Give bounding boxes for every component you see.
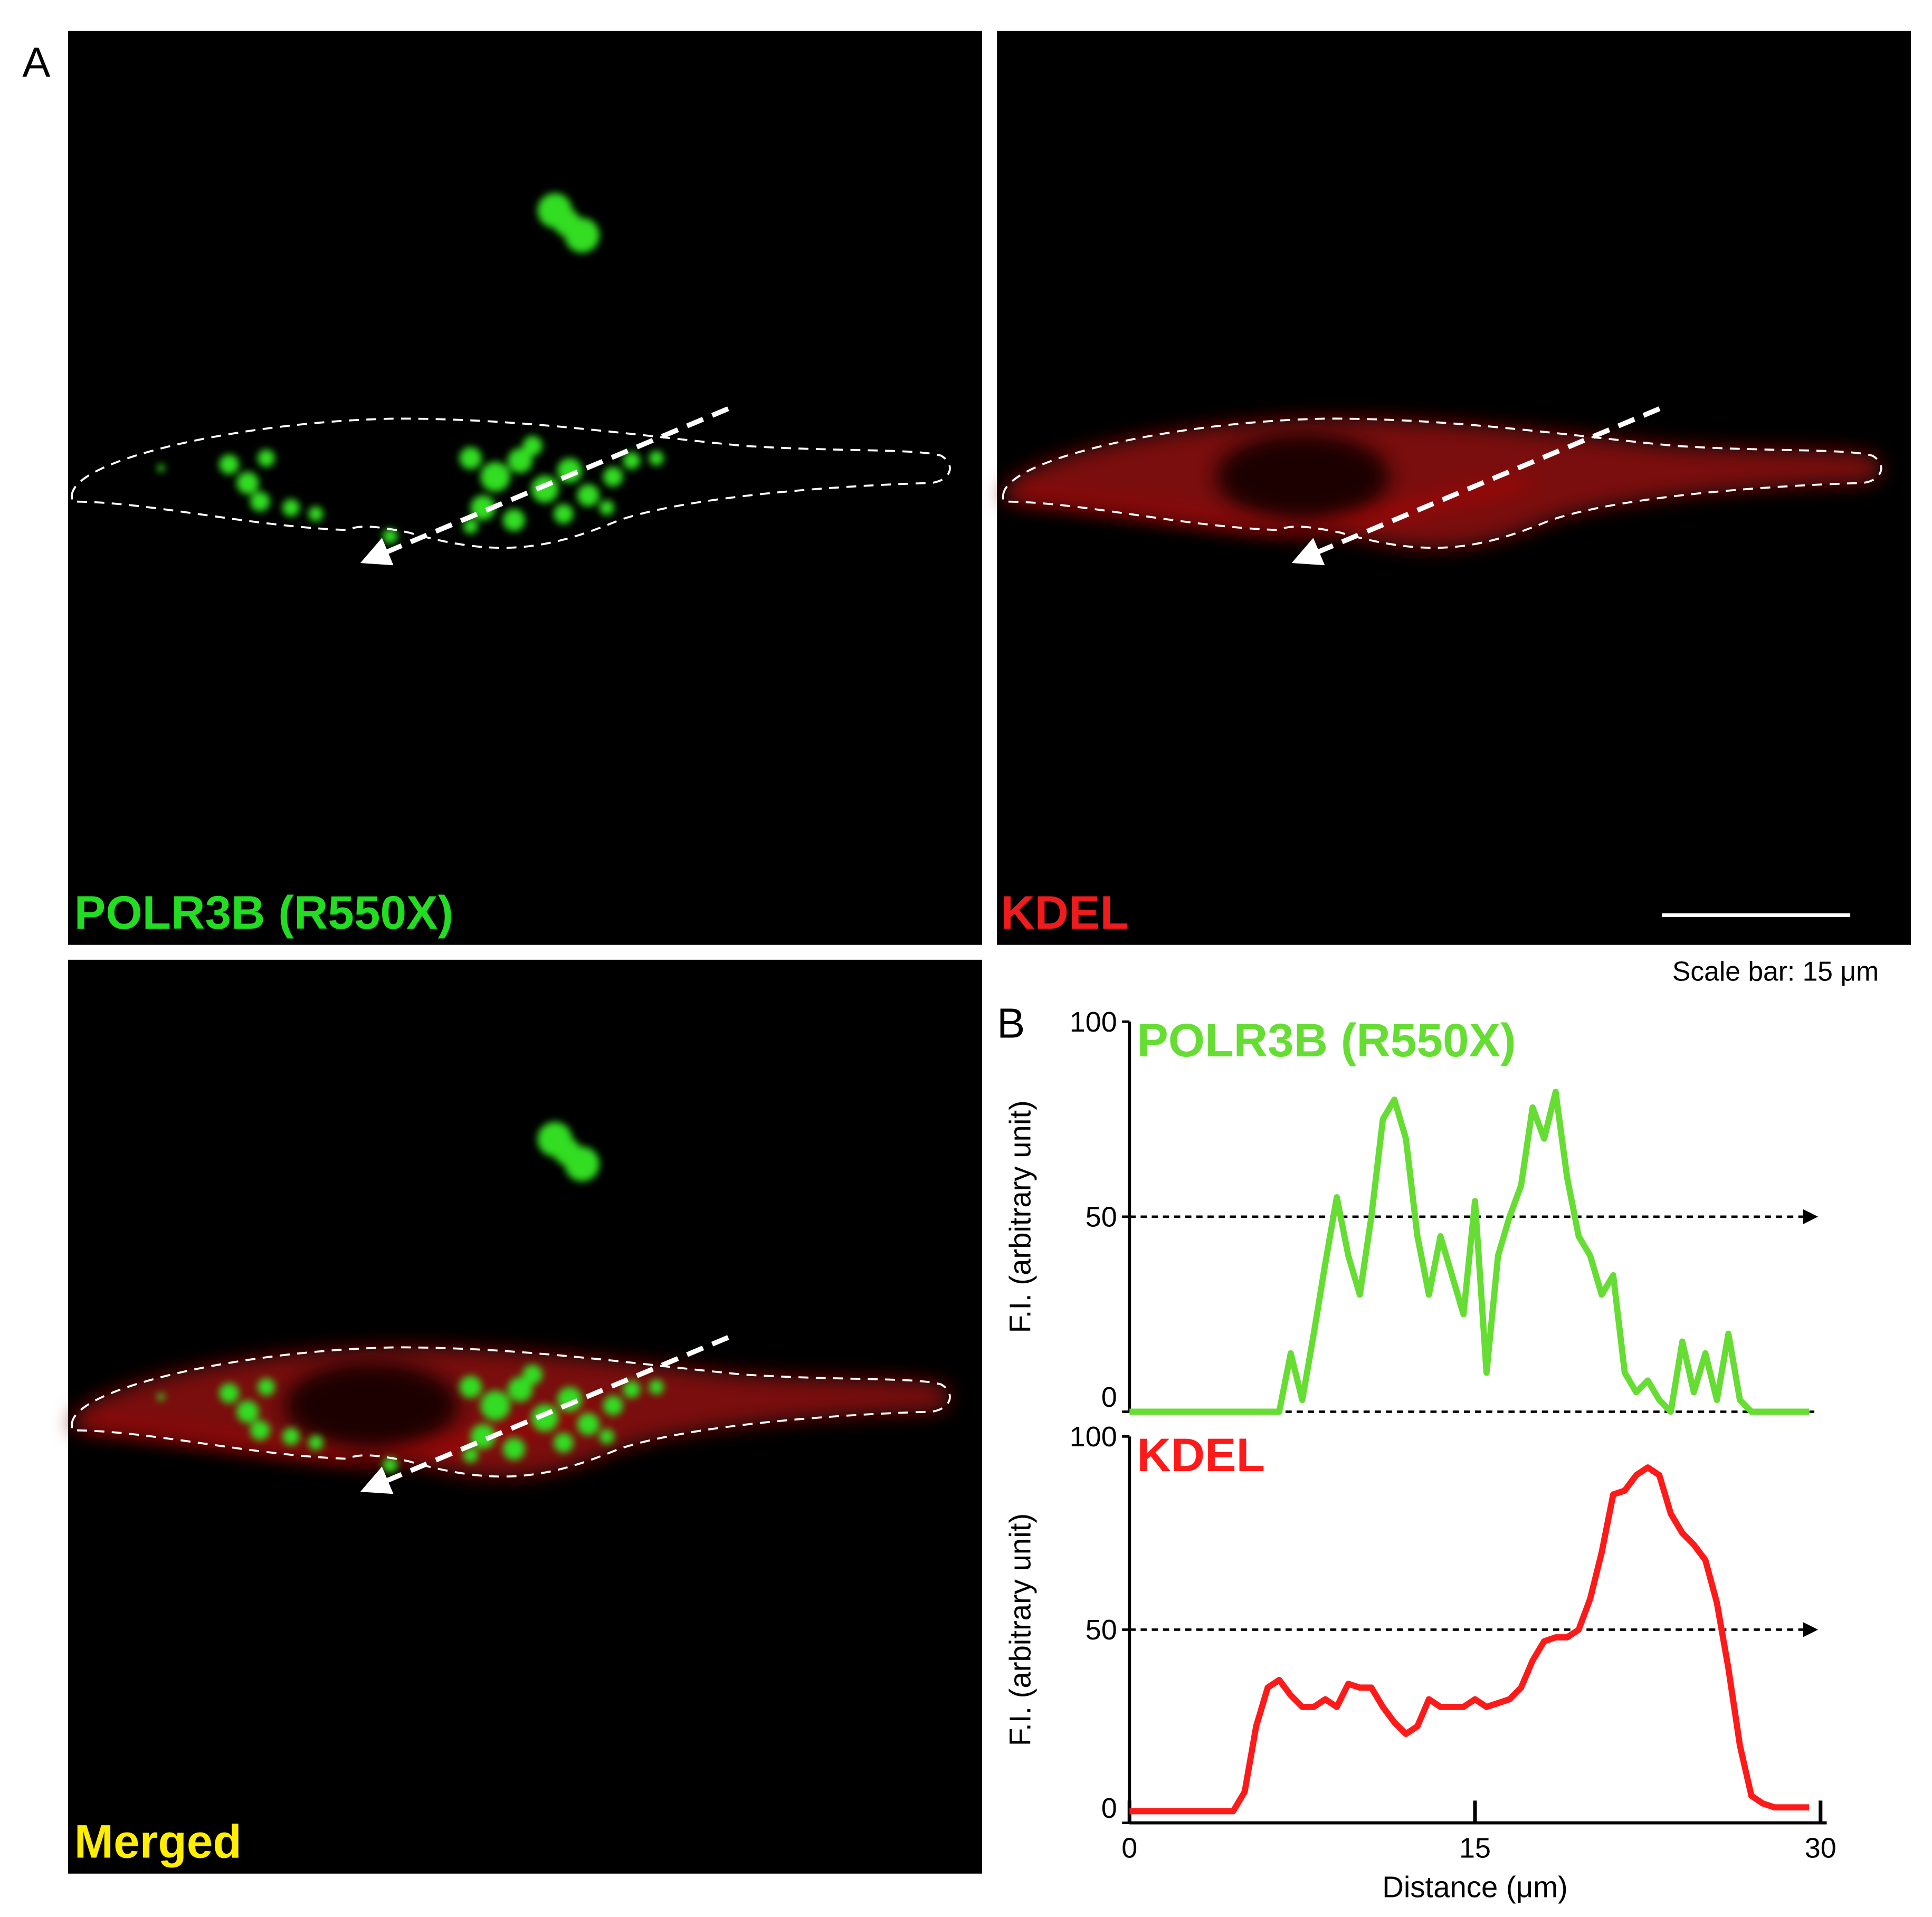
panel-label: Merged <box>74 1815 242 1867</box>
x-tick-label: 0 <box>1121 1832 1137 1864</box>
micrograph-green <box>68 31 983 945</box>
y-axis-label: F.I. (arbitrary unit) <box>1004 1100 1037 1333</box>
x-tick-label: 30 <box>1805 1832 1836 1864</box>
panel-label: KDEL <box>1001 886 1129 939</box>
profile-line <box>1129 1464 1809 1815</box>
y-tick-label: 0 <box>1101 1381 1117 1413</box>
y-tick-label: 0 <box>1101 1792 1117 1824</box>
y-tick-label: 100 <box>1070 1421 1117 1453</box>
y-tick-label: 50 <box>1086 1201 1117 1233</box>
y-tick-label: 100 <box>1070 1006 1117 1038</box>
profile-line <box>1129 1089 1809 1415</box>
panel-label: POLR3B (R550X) <box>74 886 453 939</box>
scale-bar-label: Scale bar: 15 μm <box>1672 956 1879 987</box>
y-tick-label: 50 <box>1086 1614 1117 1646</box>
x-axis-label: Distance (μm) <box>1382 1870 1568 1903</box>
y-axis-label: F.I. (arbitrary unit) <box>1004 1513 1037 1746</box>
chart-title: POLR3B (R550X) <box>1137 1014 1516 1066</box>
panel-letter: A <box>22 39 51 86</box>
chart-title: KDEL <box>1137 1428 1265 1481</box>
x-tick-label: 15 <box>1459 1832 1491 1864</box>
panel-letter: B <box>997 1000 1025 1047</box>
